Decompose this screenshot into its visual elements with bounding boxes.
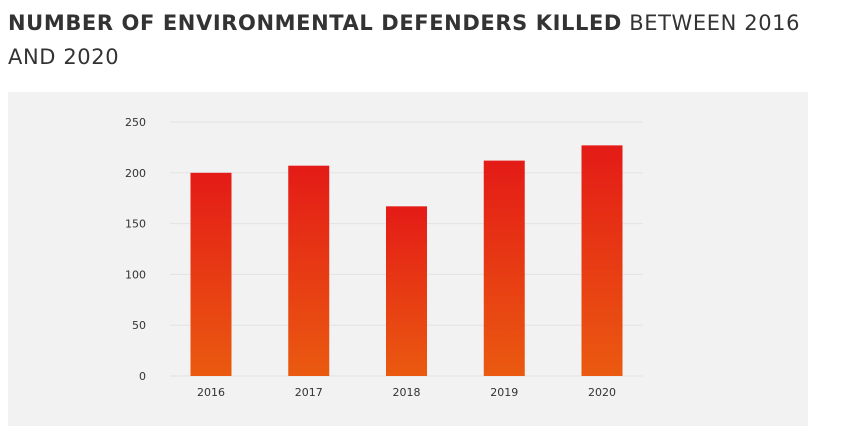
bar-2020 (581, 145, 623, 376)
x-tick-label: 2017 (295, 386, 323, 399)
bar-2016 (190, 172, 232, 376)
y-tick-label: 150 (125, 218, 146, 231)
y-tick-label: 50 (132, 319, 146, 332)
x-tick-label: 2016 (197, 386, 225, 399)
bar-2019 (483, 160, 525, 376)
x-tick-label: 2019 (490, 386, 518, 399)
chart-title-rest: BETWEEN 2016 AND 2020 (8, 11, 801, 69)
chart-title-bold: NUMBER OF ENVIRONMENTAL DEFENDERS KILLED (8, 11, 622, 35)
bar-2018 (386, 206, 427, 376)
y-tick-label: 100 (125, 268, 146, 281)
chart-title: NUMBER OF ENVIRONMENTAL DEFENDERS KILLED… (8, 6, 854, 74)
x-tick-label: 2020 (588, 386, 616, 399)
y-tick-label: 0 (139, 370, 146, 383)
bar-2017 (288, 165, 330, 376)
y-tick-label: 200 (125, 167, 146, 180)
x-tick-label: 2018 (393, 386, 421, 399)
y-tick-label: 250 (125, 116, 146, 129)
